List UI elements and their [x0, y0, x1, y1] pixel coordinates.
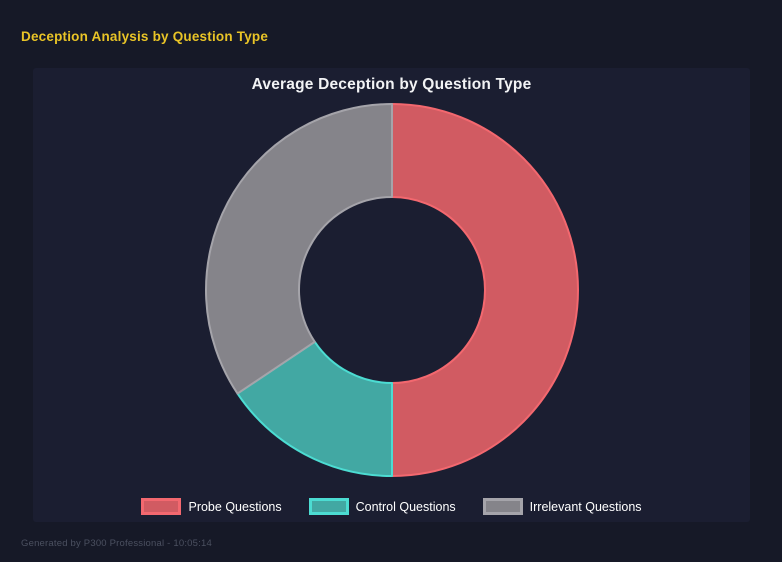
donut-segment-probe-questions[interactable]: [391, 103, 579, 477]
legend-swatch: [482, 498, 523, 515]
chart-title: Average Deception by Question Type: [251, 76, 532, 93]
legend-item-irrelevant-questions[interactable]: Irrelevant Questions: [482, 498, 642, 515]
legend-swatch: [141, 498, 182, 515]
donut-segment-control-questions[interactable]: [236, 340, 393, 477]
legend-label: Probe Questions: [188, 499, 282, 514]
chart-panel: Average Deception by Question Type Probe…: [33, 68, 750, 522]
doughnut-chart: [205, 103, 579, 477]
legend-label: Irrelevant Questions: [529, 499, 642, 514]
footer-text: Generated by P300 Professional - 10:05:1…: [21, 538, 212, 549]
legend-item-control-questions[interactable]: Control Questions: [308, 498, 456, 515]
legend-label: Control Questions: [355, 499, 456, 514]
legend-item-probe-questions[interactable]: Probe Questions: [141, 498, 282, 515]
legend-swatch: [308, 498, 349, 515]
donut-segment-irrelevant-questions[interactable]: [205, 103, 393, 395]
page-title: Deception Analysis by Question Type: [21, 29, 269, 44]
chart-legend: Probe Questions Control Questions Irreleva…: [33, 498, 750, 515]
